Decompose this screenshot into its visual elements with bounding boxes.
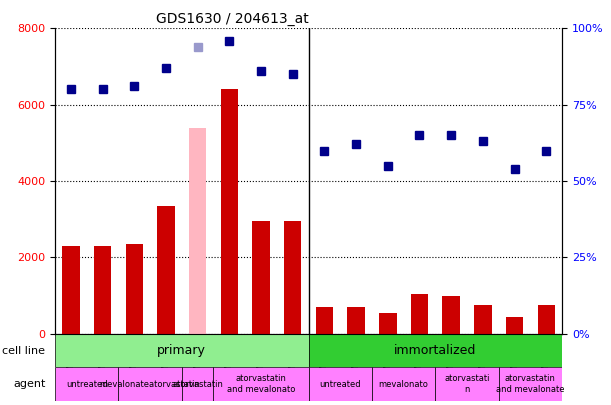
Bar [189,128,207,334]
Text: mevalonateatorvastatin: mevalonateatorvastatin [100,379,200,389]
FancyBboxPatch shape [435,367,499,401]
FancyBboxPatch shape [309,334,562,367]
Bar [442,296,460,334]
Text: GDS1630 / 204613_at: GDS1630 / 204613_at [156,12,309,26]
Bar [221,90,238,334]
FancyBboxPatch shape [55,367,119,401]
Bar [284,221,301,334]
Text: atorvastatin: atorvastatin [172,379,223,389]
FancyBboxPatch shape [213,367,309,401]
Bar [316,307,333,334]
FancyBboxPatch shape [372,367,435,401]
Bar [506,317,523,334]
Bar [538,305,555,334]
Text: mevalonato: mevalonato [379,379,428,389]
Bar [379,313,397,334]
Text: atorvastatin
and mevalonato: atorvastatin and mevalonato [227,375,295,394]
Bar [125,244,143,334]
Text: primary: primary [158,344,206,357]
Bar [252,221,269,334]
FancyBboxPatch shape [182,367,213,401]
Bar [62,246,79,334]
Bar [474,305,492,334]
Bar [411,294,428,334]
Text: immortalized: immortalized [394,344,477,357]
Text: untreated: untreated [320,379,361,389]
Bar [157,206,175,334]
FancyBboxPatch shape [119,367,182,401]
Bar [94,246,111,334]
Text: untreated: untreated [66,379,108,389]
Text: cell line: cell line [2,345,45,356]
Bar [348,307,365,334]
FancyBboxPatch shape [309,367,372,401]
Text: agent: agent [13,379,45,389]
Text: atorvastati
n: atorvastati n [444,375,490,394]
Text: atorvastatin
and mevalonate: atorvastatin and mevalonate [496,375,565,394]
FancyBboxPatch shape [499,367,562,401]
FancyBboxPatch shape [55,334,309,367]
